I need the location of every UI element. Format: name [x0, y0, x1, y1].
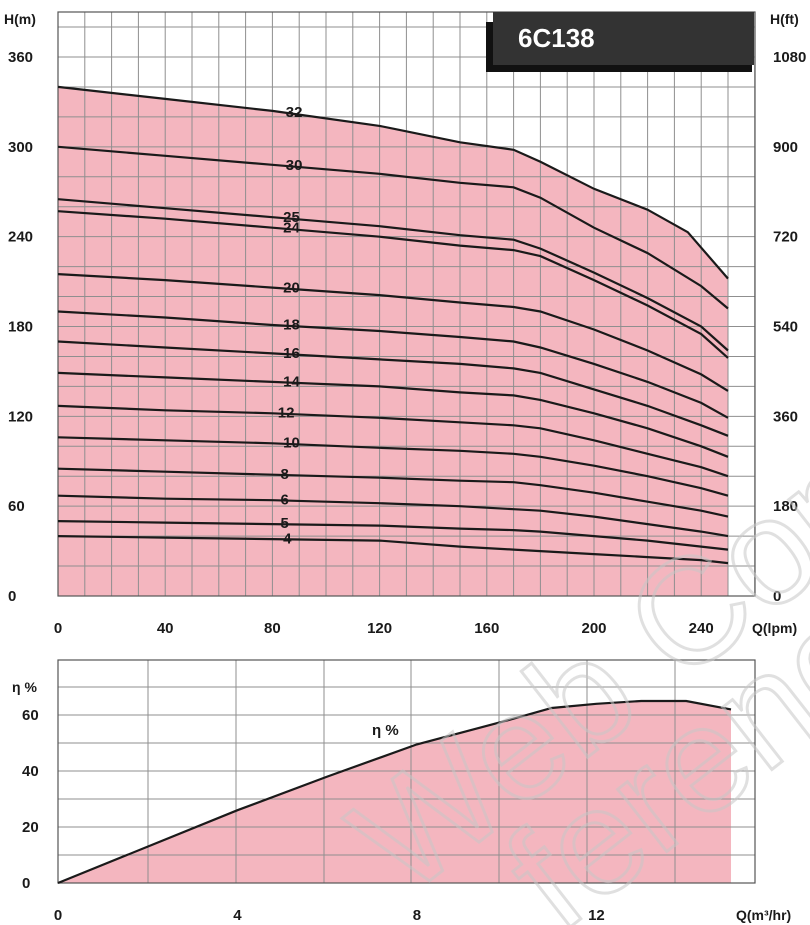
efficiency-chart: η % 0 20 40 60 0 4 8 12 η % Q(m³/hr) — [12, 659, 791, 924]
y-tick-label: 120 — [8, 408, 33, 425]
stage-curve-20 — [57, 273, 729, 392]
model-title-box: 6C138 — [486, 12, 754, 72]
y-right-tick-label: 180 — [773, 498, 798, 515]
stage-curve-14 — [57, 371, 729, 458]
x-axis-title: Q(lpm) — [752, 620, 797, 636]
stage-curve-24 — [57, 210, 729, 359]
stage-curve-6 — [57, 494, 729, 538]
plot-frame — [57, 659, 756, 884]
y-right-tick-label: 900 — [773, 139, 798, 156]
stage-label-30: 30 — [286, 157, 303, 174]
y-tick-label: 0 — [8, 588, 16, 605]
y-tick-label: 20 — [22, 819, 39, 836]
stage-curve-30 — [57, 145, 729, 310]
y-right-tick-label: 540 — [773, 319, 798, 336]
stage-label-32: 32 — [286, 104, 303, 121]
stage-label-25: 25 — [283, 209, 300, 226]
stage-curve-32 — [57, 85, 729, 280]
x-tick-label: 40 — [157, 620, 174, 637]
x-tick-label: 4 — [233, 907, 242, 924]
y-tick-label: 360 — [8, 49, 33, 66]
x-tick-label: 80 — [264, 620, 281, 637]
x-tick-label: 120 — [367, 620, 392, 637]
stage-label-8: 8 — [280, 466, 288, 483]
x-tick-label: 8 — [413, 907, 421, 924]
x-tick-label: 240 — [689, 620, 714, 637]
stage-curve-8 — [57, 467, 729, 518]
stage-label-5: 5 — [280, 515, 288, 532]
efficiency-curve-label: η % — [372, 722, 399, 739]
stage-curve-5 — [57, 520, 729, 551]
stage-curve-4 — [57, 535, 729, 565]
y-right-tick-label: 0 — [773, 588, 781, 605]
x-axis-title: Q(m³/hr) — [736, 907, 791, 923]
stage-curve-16 — [57, 340, 729, 437]
y-right-tick-label: 1080 — [773, 49, 806, 66]
stage-label-12: 12 — [278, 405, 295, 422]
efficiency-curve — [57, 699, 732, 885]
y-tick-label: 0 — [22, 875, 30, 892]
x-tick-label: 0 — [54, 620, 62, 637]
stage-curve-18 — [57, 310, 729, 419]
stage-label-20: 20 — [283, 279, 300, 296]
y-axis-right-title: H(ft) — [770, 11, 799, 27]
x-tick-label: 0 — [54, 907, 62, 924]
y-tick-label: 60 — [22, 707, 39, 724]
y-axis-title: η % — [12, 679, 37, 695]
stage-label-6: 6 — [280, 491, 288, 508]
x-tick-label: 12 — [588, 907, 605, 924]
stage-label-16: 16 — [283, 345, 300, 362]
stage-curve-10 — [57, 436, 729, 497]
x-tick-label: 160 — [474, 620, 499, 637]
y-tick-label: 300 — [8, 139, 33, 156]
y-tick-label: 180 — [8, 319, 33, 336]
stage-label-10: 10 — [283, 435, 300, 452]
head-flow-chart: 3230252420181614121086540601201802403003… — [4, 11, 806, 637]
y-tick-label: 40 — [22, 763, 39, 780]
model-title-background — [493, 12, 754, 65]
model-title: 6C138 — [518, 23, 595, 53]
stage-label-18: 18 — [283, 317, 300, 334]
plot-frame — [57, 11, 756, 597]
y-right-tick-label: 360 — [773, 408, 798, 425]
y-right-tick-label: 720 — [773, 229, 798, 246]
x-tick-label: 200 — [581, 620, 606, 637]
efficiency-area-fill — [58, 701, 732, 883]
stage-curve-25 — [57, 198, 729, 352]
stage-label-4: 4 — [283, 530, 292, 547]
stage-label-14: 14 — [283, 373, 300, 390]
stage-curve-12 — [57, 404, 729, 478]
y-tick-label: 60 — [8, 498, 25, 515]
y-axis-title: H(m) — [4, 11, 36, 27]
y-tick-label: 240 — [8, 229, 33, 246]
stage-label-24: 24 — [283, 220, 300, 237]
